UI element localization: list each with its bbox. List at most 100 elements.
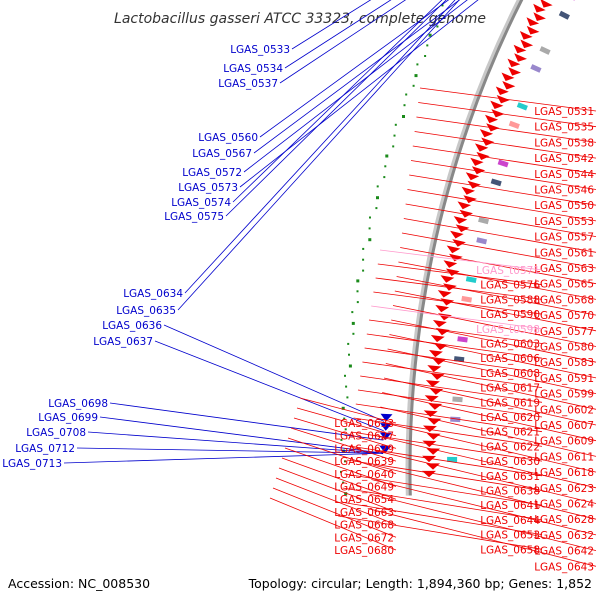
accession-text: Accession: NC_008530 [8, 576, 150, 591]
minus-gene-label: LGAS_0663 [334, 507, 394, 519]
minus-label-connector [418, 102, 597, 128]
minus-label-connector [375, 277, 543, 300]
gc-skew-tick [392, 145, 395, 148]
minus-gene-label: LGAS_0583 [534, 357, 594, 369]
minus-gene-label: LGAS_0622 [480, 441, 540, 453]
minus-label-connector [278, 467, 397, 513]
plus-label-connector [177, 0, 460, 311]
minus-label-connector [403, 218, 597, 253]
gc-skew-tick [341, 406, 345, 410]
minus-gene-label: LGAS_0608 [480, 368, 540, 380]
minus-gene-label: LGAS_0631 [480, 471, 540, 483]
gc-skew-tick [368, 227, 371, 230]
minus-label-connector [371, 479, 597, 536]
minus-label-connector [338, 515, 543, 550]
minus-gene-label: LGAS_0633 [334, 418, 394, 430]
minus-gene-arrow [502, 81, 516, 90]
minus-label-connector [281, 457, 397, 500]
minus-label-connector [293, 417, 397, 449]
gc-skew-tick [344, 460, 346, 463]
minus-gene-label: LGAS_0642 [534, 546, 594, 558]
minus-gene-label: LGAS_0603 [480, 339, 540, 351]
cog-feature [465, 276, 477, 284]
gc-skew-tick [416, 63, 419, 66]
minus-label-connector [398, 261, 597, 300]
gc-skew-tick [356, 279, 360, 283]
minus-gene-arrow [440, 275, 455, 283]
minus-gene-arrow [520, 39, 534, 49]
gc-skew-tick [384, 165, 387, 168]
minus-gene-arrow [533, 12, 546, 21]
minus-label-connector [368, 319, 543, 344]
minus-label-connector [412, 145, 597, 175]
gc-skew-tick [369, 216, 371, 219]
minus-gene-arrow [475, 143, 489, 152]
minus-label-connector [371, 305, 543, 330]
minus-label-connector [340, 501, 543, 535]
plus-gene-label: LGAS_0573 [178, 182, 238, 194]
minus-gene-arrow [430, 373, 445, 380]
minus-label-connector [414, 131, 597, 159]
minus-gene-label: LGAS_0632 [534, 530, 594, 542]
minus-gene-arrow [508, 67, 521, 76]
plus-gene-label: LGAS_0534 [223, 63, 283, 75]
minus-gene-arrow [476, 151, 490, 160]
minus-gene-label: LGAS_0617 [480, 383, 540, 395]
minus-label-connector [396, 276, 597, 316]
minus-gene-arrow [461, 186, 475, 195]
gc-skew-tick [394, 123, 397, 126]
minus-gene-arrow [433, 320, 447, 328]
plus-label-connector [163, 324, 385, 422]
minus-label-connector [416, 116, 597, 143]
plus-gene-label: LGAS_0567 [192, 148, 252, 160]
minus-label-connector [355, 403, 543, 433]
minus-label-connector [369, 493, 597, 551]
gc-skew-tick [385, 154, 389, 158]
plus-gene-label: LGAS_0712 [15, 443, 75, 455]
minus-gene-arrow [526, 17, 540, 26]
minus-label-connector [351, 431, 543, 462]
gc-skew-tick [376, 196, 379, 200]
minus-label-connector [373, 464, 597, 520]
trna-gene-label: LGAS_t0598 [476, 324, 540, 336]
plus-gene-arrow [380, 413, 393, 422]
minus-gene-label: LGAS_0607 [534, 420, 594, 432]
minus-gene-arrow [485, 114, 499, 124]
gc-skew-tick [412, 84, 415, 87]
minus-gene-arrow [513, 44, 527, 54]
gc-skew-tick [403, 104, 406, 107]
minus-gene-label: LGAS_0602 [534, 404, 594, 416]
minus-gene-arrow [495, 86, 509, 95]
plus-gene-label: LGAS_0708 [26, 427, 86, 439]
minus-gene-arrow [519, 31, 533, 40]
minus-gene-label: LGAS_0531 [534, 106, 594, 118]
gc-skew-tick [351, 311, 354, 314]
minus-label-connector [290, 427, 397, 462]
minus-gene-label: LGAS_0563 [534, 263, 594, 275]
gc-skew-tick [343, 417, 346, 420]
cog-feature [461, 295, 473, 303]
minus-gene-label: LGAS_0568 [534, 294, 594, 306]
minus-label-connector [383, 377, 597, 426]
minus-gene-arrow [432, 358, 446, 365]
plus-label-connector [109, 402, 384, 441]
minus-label-connector [376, 435, 597, 489]
plus-gene-label: LGAS_0634 [123, 288, 183, 300]
minus-gene-arrow [507, 58, 521, 68]
plus-gene-label: LGAS_0574 [171, 197, 231, 209]
minus-label-connector [419, 87, 597, 112]
gc-skew-tick [375, 207, 378, 210]
minus-gene-label: LGAS_0557 [534, 232, 594, 244]
gc-skew-tick [348, 364, 352, 368]
minus-label-connector [360, 375, 543, 403]
minus-label-connector [392, 305, 597, 347]
plus-gene-label: LGAS_0635 [116, 305, 176, 317]
plus-gene-label: LGAS_0636 [102, 320, 162, 332]
plus-gene-arrow [379, 432, 392, 441]
minus-label-connector [377, 263, 543, 286]
minus-gene-label: LGAS_0643 [534, 561, 594, 573]
minus-gene-arrow [423, 410, 438, 417]
minus-gene-arrow [453, 216, 468, 224]
gc-skew-tick [426, 44, 429, 47]
gc-skew-tick [362, 269, 365, 272]
